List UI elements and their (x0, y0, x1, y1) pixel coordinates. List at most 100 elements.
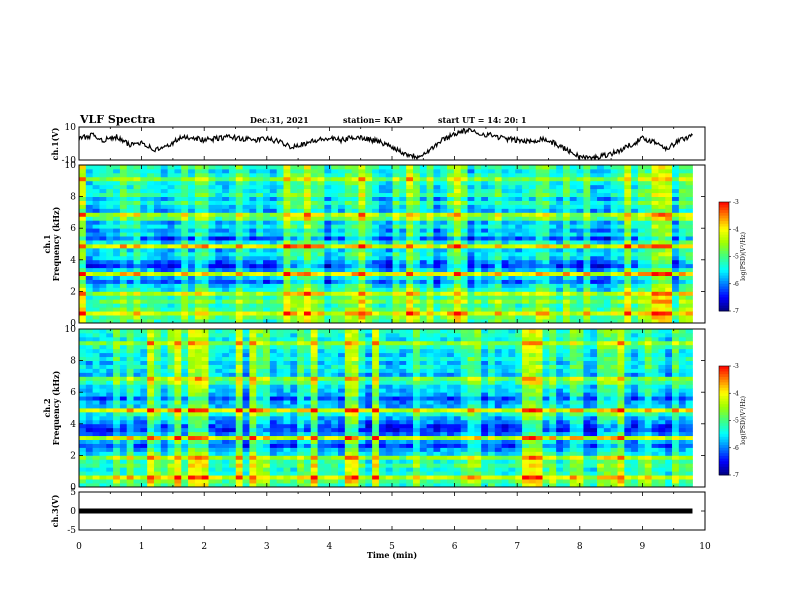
heatmap-cell (617, 188, 625, 194)
heatmap-cell (338, 184, 346, 190)
heatmap-cell (372, 287, 380, 292)
heatmap-cell (310, 459, 318, 464)
heatmap-cell (542, 435, 550, 440)
heatmap-cell (290, 240, 298, 245)
heatmap-cell (126, 188, 134, 194)
heatmap-cell (528, 439, 537, 444)
heatmap-cell (153, 259, 162, 265)
heatmap-cell (263, 267, 271, 273)
heatmap-cell (297, 196, 305, 201)
heatmap-cell (419, 439, 428, 444)
heatmap-cell (447, 295, 455, 300)
heatmap-cell (372, 216, 380, 221)
heatmap-cell (126, 287, 134, 292)
heatmap-cell (263, 439, 271, 444)
heatmap-cell (324, 196, 332, 201)
heatmap-cell (283, 165, 291, 170)
heatmap-cell (556, 315, 564, 320)
heatmap-cell (133, 216, 141, 221)
heatmap-cell (487, 236, 496, 241)
heatmap-cell (644, 307, 652, 312)
heatmap-cell (338, 299, 346, 304)
heatmap-cell (419, 165, 428, 170)
heatmap-cell (685, 483, 693, 488)
heatmap-cell (344, 279, 353, 284)
heatmap-cell (283, 196, 291, 201)
heatmap-cell (181, 224, 189, 229)
heatmap-cell (658, 184, 666, 190)
heatmap-cell (133, 287, 141, 292)
heatmap-cell (460, 232, 468, 237)
heatmap-cell (79, 228, 87, 233)
heatmap-cell (399, 475, 407, 480)
heatmap-cell (92, 439, 100, 444)
heatmap-cell (242, 283, 250, 288)
heatmap-cell (297, 212, 305, 217)
heatmap-cell (188, 216, 196, 221)
heatmap-cell (385, 236, 393, 241)
heatmap-cell (174, 303, 182, 308)
heatmap-cell (256, 251, 264, 257)
heatmap-cell (644, 165, 652, 170)
heatmap-cell (215, 180, 223, 186)
heatmap-cell (181, 180, 189, 186)
heatmap-cell (113, 311, 121, 316)
heatmap-cell (194, 176, 203, 182)
heatmap-cell (453, 275, 462, 280)
heatmap-cell (113, 236, 121, 241)
heatmap-cell (344, 307, 353, 312)
heatmap-cell (235, 275, 243, 280)
heatmap-cell (467, 467, 475, 472)
heatmap-cell (290, 479, 298, 484)
heatmap-cell (126, 443, 134, 448)
heatmap-cell (201, 184, 209, 190)
heatmap-cell (113, 451, 121, 456)
heatmap-cell (140, 216, 148, 221)
heatmap-cell (126, 299, 134, 304)
heatmap-cell (447, 263, 455, 269)
heatmap-cell (133, 259, 141, 265)
heatmap-cell (542, 188, 550, 194)
heatmap-cell (106, 188, 114, 194)
heatmap-cell (167, 224, 175, 229)
heatmap-cell (215, 447, 223, 452)
heatmap-cell (358, 303, 366, 308)
heatmap-cell (338, 267, 346, 273)
heatmap-cell (147, 431, 155, 437)
heatmap-cell (167, 431, 175, 437)
heatmap-cell (576, 232, 584, 237)
heatmap-cell (228, 224, 237, 229)
heatmap-cell (85, 283, 94, 288)
heatmap-cell (385, 192, 393, 197)
heatmap-cell (453, 188, 462, 194)
heatmap-cell (603, 267, 612, 273)
heatmap-cell (678, 184, 687, 190)
heatmap-cell (249, 307, 257, 312)
heatmap-cell (549, 283, 557, 288)
heatmap-cell (440, 479, 448, 484)
heatmap-cell (644, 244, 652, 249)
heatmap-cell (79, 475, 87, 480)
heatmap-cell (392, 176, 400, 182)
heatmap-cell (85, 427, 94, 433)
heatmap-cell (685, 427, 693, 433)
heatmap-cell (113, 431, 121, 437)
heatmap-cell (215, 287, 223, 292)
heatmap-cell (651, 212, 659, 217)
heatmap-cell (685, 212, 693, 217)
heatmap-cell (569, 244, 577, 249)
heatmap-cell (119, 451, 128, 456)
heatmap-cell (263, 176, 271, 182)
heatmap-cell (542, 295, 550, 300)
heatmap-cell (310, 188, 318, 194)
heatmap-cell (378, 212, 387, 217)
heatmap-cell (515, 279, 523, 284)
heatmap-cell (147, 271, 155, 276)
heatmap-cell (167, 240, 175, 245)
heatmap-cell (658, 271, 666, 276)
heatmap-cell (678, 224, 687, 229)
heatmap-cell (413, 431, 421, 437)
heatmap-cell (106, 192, 114, 197)
heatmap-cell (222, 319, 230, 324)
heatmap-cell (597, 172, 605, 178)
